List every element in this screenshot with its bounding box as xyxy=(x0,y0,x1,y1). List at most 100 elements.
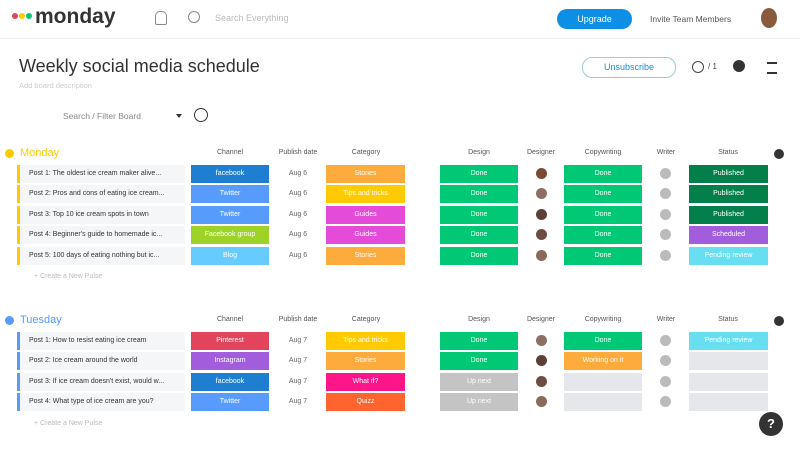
group-toggle[interactable] xyxy=(5,316,14,325)
search-input[interactable]: Search Everything xyxy=(215,13,289,23)
status-cell[interactable]: Published xyxy=(689,205,768,224)
board-description[interactable]: Add board description xyxy=(19,81,92,90)
pulse-name[interactable]: Post 5: 100 days of eating nothing but i… xyxy=(20,246,185,265)
activity-icon[interactable] xyxy=(733,60,745,72)
writer-avatar[interactable] xyxy=(660,375,671,387)
status-cell[interactable]: Scheduled xyxy=(689,226,768,245)
design-cell[interactable]: Done xyxy=(440,352,518,371)
column-header[interactable]: Channel xyxy=(216,316,244,323)
add-column[interactable] xyxy=(774,316,784,326)
designer-avatar[interactable] xyxy=(536,188,547,200)
date-cell[interactable]: Aug 6 xyxy=(288,190,308,198)
date-cell[interactable]: Aug 7 xyxy=(288,357,308,365)
person-filter-icon[interactable] xyxy=(194,108,208,122)
upgrade-button[interactable]: Upgrade xyxy=(557,9,632,29)
designer-avatar[interactable] xyxy=(536,375,547,387)
designer-avatar[interactable] xyxy=(536,229,547,241)
category-cell[interactable]: Quizz xyxy=(326,393,405,412)
pulse-name[interactable]: Post 4: What type of ice cream are you? xyxy=(20,393,185,412)
pulse-name[interactable]: Post 3: If ice cream doesn't exist, woul… xyxy=(20,372,185,391)
category-cell[interactable]: Tips and tricks xyxy=(326,185,405,204)
channel-cell[interactable]: facebook xyxy=(191,165,269,183)
writer-avatar[interactable] xyxy=(660,335,671,346)
writer-avatar[interactable] xyxy=(660,249,671,261)
column-header[interactable]: Publish date xyxy=(278,316,318,323)
status-cell[interactable]: Published xyxy=(689,185,768,204)
category-cell[interactable]: Stories xyxy=(326,246,405,265)
logo[interactable]: monday xyxy=(35,5,116,28)
date-cell[interactable]: Aug 6 xyxy=(288,231,308,239)
channel-cell[interactable]: facebook xyxy=(191,372,269,391)
status-cell[interactable]: Pending review xyxy=(689,246,768,265)
designer-avatar[interactable] xyxy=(536,355,547,367)
copywriting-cell[interactable]: Done xyxy=(564,246,642,265)
copywriting-cell[interactable]: Done xyxy=(564,226,642,245)
column-header[interactable]: Designer xyxy=(526,149,555,156)
writer-avatar[interactable] xyxy=(660,208,671,220)
pulse-name[interactable]: Post 2: Pros and cons of eating ice crea… xyxy=(20,185,185,204)
column-header[interactable]: Category xyxy=(351,316,381,323)
column-header[interactable]: Status xyxy=(718,316,738,323)
column-header[interactable]: Channel xyxy=(216,149,244,156)
date-cell[interactable]: Aug 7 xyxy=(288,398,308,406)
menu-icon[interactable] xyxy=(767,62,777,74)
pulse-name[interactable]: Post 1: How to resist eating ice cream xyxy=(20,332,185,350)
designer-avatar[interactable] xyxy=(536,168,547,179)
designer-avatar[interactable] xyxy=(536,249,547,261)
channel-cell[interactable]: Blog xyxy=(191,246,269,265)
writer-avatar[interactable] xyxy=(660,355,671,367)
people-icon[interactable] xyxy=(188,11,200,23)
category-cell[interactable]: Stories xyxy=(326,165,405,183)
help-button[interactable]: ? xyxy=(759,412,783,436)
invite-link[interactable]: Invite Team Members xyxy=(650,14,732,24)
pulse-name[interactable]: Post 2: Ice cream around the world xyxy=(20,352,185,371)
date-cell[interactable]: Aug 7 xyxy=(288,337,308,344)
filter-caret[interactable] xyxy=(176,114,182,121)
design-cell[interactable]: Done xyxy=(440,332,518,350)
user-avatar[interactable] xyxy=(761,8,777,28)
column-header[interactable]: Copywriting xyxy=(584,149,622,156)
create-pulse[interactable]: + Create a New Pulse xyxy=(34,419,103,427)
group-title[interactable]: Monday xyxy=(20,147,60,159)
group-title[interactable]: Tuesday xyxy=(20,314,62,326)
channel-cell[interactable]: Twitter xyxy=(191,205,269,224)
copywriting-cell[interactable]: Done xyxy=(564,185,642,204)
design-cell[interactable]: Done xyxy=(440,185,518,204)
notifications-icon[interactable] xyxy=(155,11,167,25)
channel-cell[interactable]: Pinterest xyxy=(191,332,269,350)
designer-avatar[interactable] xyxy=(536,208,547,220)
filter-input[interactable]: Search / Filter Board xyxy=(63,111,141,121)
category-cell[interactable]: Guides xyxy=(326,226,405,245)
column-header[interactable]: Writer xyxy=(656,316,676,323)
design-cell[interactable]: Up next xyxy=(440,393,518,412)
writer-avatar[interactable] xyxy=(660,168,671,179)
copywriting-cell[interactable]: Done xyxy=(564,165,642,183)
column-header[interactable]: Design xyxy=(468,149,490,156)
date-cell[interactable]: Aug 6 xyxy=(288,210,308,218)
column-header[interactable]: Publish date xyxy=(278,149,318,156)
create-pulse[interactable]: + Create a New Pulse xyxy=(34,273,103,280)
copywriting-cell[interactable]: Working on it xyxy=(564,352,642,371)
pulse-name[interactable]: Post 1: The oldest ice cream maker alive… xyxy=(20,165,185,183)
channel-cell[interactable]: Twitter xyxy=(191,393,269,412)
designer-avatar[interactable] xyxy=(536,396,547,408)
writer-avatar[interactable] xyxy=(660,188,671,200)
column-header[interactable]: Design xyxy=(468,316,490,323)
copywriting-cell[interactable] xyxy=(564,372,642,391)
design-cell[interactable]: Up next xyxy=(440,372,518,391)
category-cell[interactable]: Guides xyxy=(326,205,405,224)
status-cell[interactable]: Published xyxy=(689,165,768,183)
writer-avatar[interactable] xyxy=(660,396,671,408)
status-cell[interactable] xyxy=(689,393,768,412)
channel-cell[interactable]: Instagram xyxy=(191,352,269,371)
design-cell[interactable]: Done xyxy=(440,226,518,245)
column-header[interactable]: Copywriting xyxy=(584,316,622,323)
category-cell[interactable]: Stories xyxy=(326,352,405,371)
writer-avatar[interactable] xyxy=(660,229,671,241)
channel-cell[interactable]: Facebook group xyxy=(191,226,269,245)
channel-cell[interactable]: Twitter xyxy=(191,185,269,204)
pulse-name[interactable]: Post 3: Top 10 ice cream spots in town xyxy=(20,205,185,224)
category-cell[interactable]: Tips and tricks xyxy=(326,332,405,350)
group-toggle[interactable] xyxy=(5,149,14,158)
column-header[interactable]: Status xyxy=(718,149,738,156)
